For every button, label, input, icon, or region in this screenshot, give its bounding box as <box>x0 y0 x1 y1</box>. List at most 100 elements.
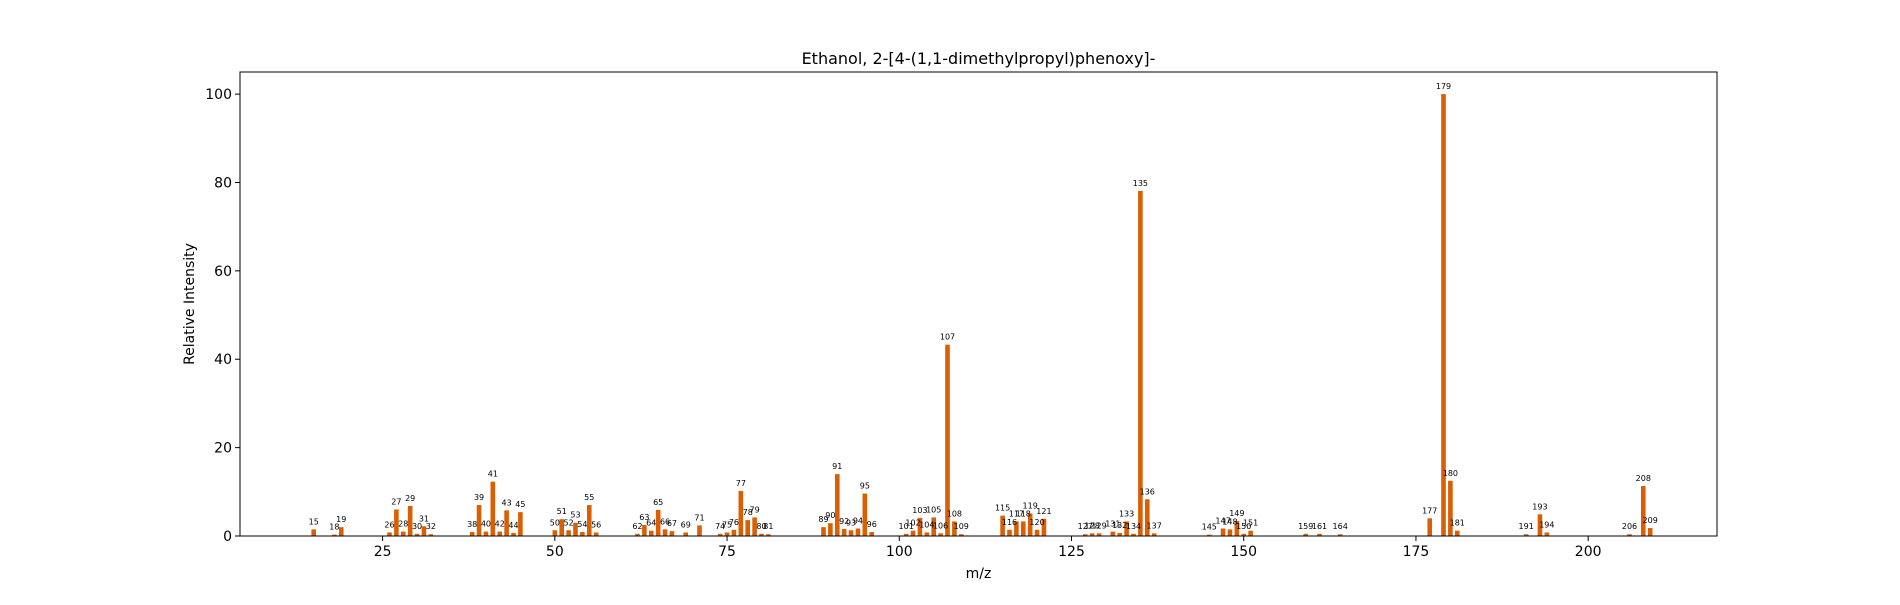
peak-label: 115 <box>995 504 1010 513</box>
peak-label: 132 <box>1112 521 1127 530</box>
peak-bar <box>1441 94 1446 536</box>
peak-label: 69 <box>681 520 691 529</box>
peak-bar <box>497 531 503 536</box>
peak-bar <box>1110 531 1116 536</box>
peak-bar <box>869 532 875 536</box>
peak-bar <box>958 534 964 536</box>
peak-label: 45 <box>515 500 525 509</box>
peak-bar <box>407 505 413 536</box>
peak-bar <box>511 532 516 536</box>
peak-label: 93 <box>846 518 856 527</box>
peak-label: 80 <box>756 522 766 531</box>
peak-bar <box>469 532 475 536</box>
peak-bar <box>1241 533 1247 536</box>
bars-layer <box>311 94 1653 536</box>
peak-label: 133 <box>1119 509 1134 518</box>
peak-bar <box>1131 533 1136 536</box>
peak-bar <box>759 533 764 536</box>
peak-label: 42 <box>495 520 505 529</box>
peak-bar <box>938 533 943 536</box>
peak-bar <box>1640 486 1646 536</box>
peak-label: 149 <box>1229 509 1244 518</box>
peak-bar <box>917 517 923 536</box>
peak-label: 194 <box>1539 520 1554 529</box>
peak-label: 177 <box>1422 506 1437 515</box>
peak-bar <box>1206 534 1212 536</box>
peak-bar <box>952 521 957 536</box>
peak-bar <box>752 517 757 536</box>
peak-label: 75 <box>722 520 732 529</box>
peak-label: 116 <box>1002 518 1017 527</box>
peak-label: 56 <box>591 520 601 529</box>
peak-label: 81 <box>763 522 773 531</box>
peak-label: 95 <box>860 482 870 491</box>
peak-label: 119 <box>1023 501 1038 510</box>
peak-bar <box>504 510 509 536</box>
peak-bar <box>1117 532 1123 536</box>
peak-label: 76 <box>729 518 739 527</box>
peak-bar <box>1454 530 1460 536</box>
peak-bar <box>400 531 406 536</box>
peak-label: 30 <box>412 522 422 531</box>
peak-bar <box>1220 528 1226 536</box>
peak-bar <box>1427 518 1433 536</box>
peak-label: 118 <box>1016 509 1031 518</box>
peak-bar <box>421 526 427 536</box>
peak-label: 150 <box>1236 522 1251 531</box>
peak-label: 54 <box>577 520 587 529</box>
peak-bar <box>1096 533 1102 536</box>
peak-bar <box>1537 514 1543 536</box>
peak-label: 120 <box>1029 518 1044 527</box>
peak-bar <box>635 533 640 536</box>
peak-bar <box>1089 533 1095 536</box>
peak-bar <box>311 529 317 536</box>
peak-bar <box>924 532 930 536</box>
peak-bar <box>745 520 751 536</box>
x-tick-label: 200 <box>1575 544 1602 560</box>
y-tick-label: 40 <box>214 352 232 368</box>
peak-label: 41 <box>488 470 498 479</box>
peak-bar <box>1124 521 1129 536</box>
peak-label: 64 <box>646 519 656 528</box>
peak-bar <box>931 517 937 536</box>
peak-label: 18 <box>329 523 339 532</box>
peak-label: 92 <box>839 517 849 526</box>
peak-bar <box>945 344 950 536</box>
peak-label: 108 <box>947 509 962 518</box>
peak-label: 91 <box>832 462 842 471</box>
peak-bar <box>593 532 599 536</box>
peak-bar <box>862 493 868 536</box>
peak-label: 52 <box>564 518 574 527</box>
peak-label: 26 <box>384 520 394 529</box>
y-axis-label: Relative Intensity <box>182 243 198 365</box>
peak-label: 67 <box>667 519 677 528</box>
peak-bar <box>552 530 558 536</box>
peak-bar <box>1317 533 1322 536</box>
peak-bar <box>1082 534 1088 536</box>
peak-label: 145 <box>1202 523 1217 532</box>
peak-bar <box>642 524 647 536</box>
peak-label: 135 <box>1133 179 1148 188</box>
peak-label: 62 <box>632 522 642 531</box>
x-tick-label: 175 <box>1403 544 1430 560</box>
peak-bar <box>1027 513 1033 536</box>
peak-label: 180 <box>1443 469 1458 478</box>
peak-bar <box>586 505 592 536</box>
peak-label: 29 <box>405 494 415 503</box>
peak-label: 63 <box>639 513 649 522</box>
peak-label: 38 <box>467 520 477 529</box>
peak-label: 15 <box>309 517 319 526</box>
peak-label: 127 <box>1078 522 1093 531</box>
peak-label: 101 <box>899 522 914 531</box>
peak-label: 79 <box>750 505 760 514</box>
peak-bar <box>910 530 916 536</box>
x-tick-label: 150 <box>1230 544 1257 560</box>
peak-bar <box>697 525 702 536</box>
peak-bar <box>766 534 771 536</box>
peak-label: 77 <box>736 479 746 488</box>
peak-label: 106 <box>933 521 948 530</box>
